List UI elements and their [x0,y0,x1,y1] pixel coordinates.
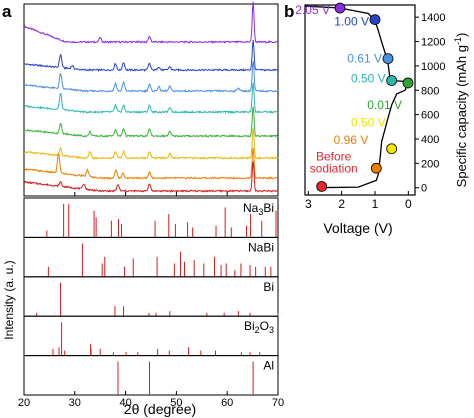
capacity-point [369,14,381,26]
capacity-point-label: 0.01 V [367,98,402,112]
reference-label: Na3Bi [243,201,274,217]
xrd-series-line-4 [23,82,279,115]
xrd-series-line-6 [23,127,279,160]
xrd-series-line-5 [23,106,279,138]
capacity-x-axis-label: Voltage (V) [323,220,392,236]
capacity-y-axis-label: Specific capacity (mAh g-1) [453,33,469,188]
capacity-point-label: 0.96 V [334,133,369,147]
xrd-x-tick-label: 60 [221,397,233,409]
panel-b-label: b [284,2,294,21]
capacity-point-label: 2.05 V [295,3,330,17]
reference-panel-frame [23,236,279,278]
capacity-plot-frame [304,4,416,196]
xrd-x-tick-label: 50 [170,397,182,409]
xrd-x-tick-label: 40 [119,397,131,409]
capacity-point [370,162,382,174]
xrd-x-tick-label: 30 [69,397,81,409]
capacity-point [334,2,346,14]
reference-label: Bi [263,280,274,294]
capacity-y-tick-label: 1200 [421,37,445,49]
reference-panel-frame [23,315,279,357]
xrd-series-line-7 [23,147,279,180]
xrd-series-line-3 [23,60,279,93]
xrd-series-line-1 [23,1,279,44]
xrd-pattern-plot [23,1,279,197]
capacity-point-label: 0.50 V [351,116,386,130]
capacity-point [382,53,394,64]
capacity-point [386,143,398,155]
reference-panel-frame [23,355,279,396]
capacity-y-tick-label: 200 [421,158,439,170]
capacity-point-label: 1.00 V [334,15,369,29]
reference-panel-frame [23,197,279,238]
capacity-x-tick-label: 1 [372,197,379,211]
xrd-x-tick-label: 70 [272,397,284,409]
xrd-y-axis-label: Intensity (a. u.) [2,260,16,339]
xrd-series-line-2 [23,39,279,73]
reference-panel-frame [23,276,279,317]
capacity-y-tick-label: 1000 [421,61,445,73]
capacity-x-tick-label: 3 [305,197,312,211]
capacity-y-tick-label: 400 [421,134,439,146]
capacity-point [386,75,398,86]
capacity-voltage-plot: 3 2 1 00 200 400 600 800 1000 1200 1400 Before sodia… [295,2,445,211]
reference-label: Bi2O3 [244,319,274,335]
capacity-y-tick-label: 0 [421,183,427,195]
xrd-series-line-8 [23,161,279,193]
reference-label: Al [263,359,274,373]
xrd-top-frame [23,3,279,197]
capacity-x-tick-label: 0 [405,197,412,211]
capacity-point [316,181,328,192]
capacity-point-label: Before sodiation [310,149,358,175]
reference-label: NaBi [248,240,274,254]
capacity-point-label: 0.61 V [347,52,382,66]
capacity-y-tick-label: 1400 [421,12,445,24]
xrd-x-axis-label: 2θ (degree) [124,401,196,417]
capacity-point [402,77,414,89]
capacity-point-label: 0.50 V [351,72,386,86]
capacity-x-tick-label: 2 [338,197,345,211]
xrd-axes: 20 30 40 50 60 70 [18,192,284,409]
xrd-x-tick-label: 20 [18,397,30,409]
reference-patterns: Na3Bi NaBi Bi Bi2O3 Al [23,197,279,396]
capacity-y-tick-label: 800 [421,85,439,97]
capacity-y-tick-label: 600 [421,110,439,122]
panel-a-label: a [2,2,12,21]
